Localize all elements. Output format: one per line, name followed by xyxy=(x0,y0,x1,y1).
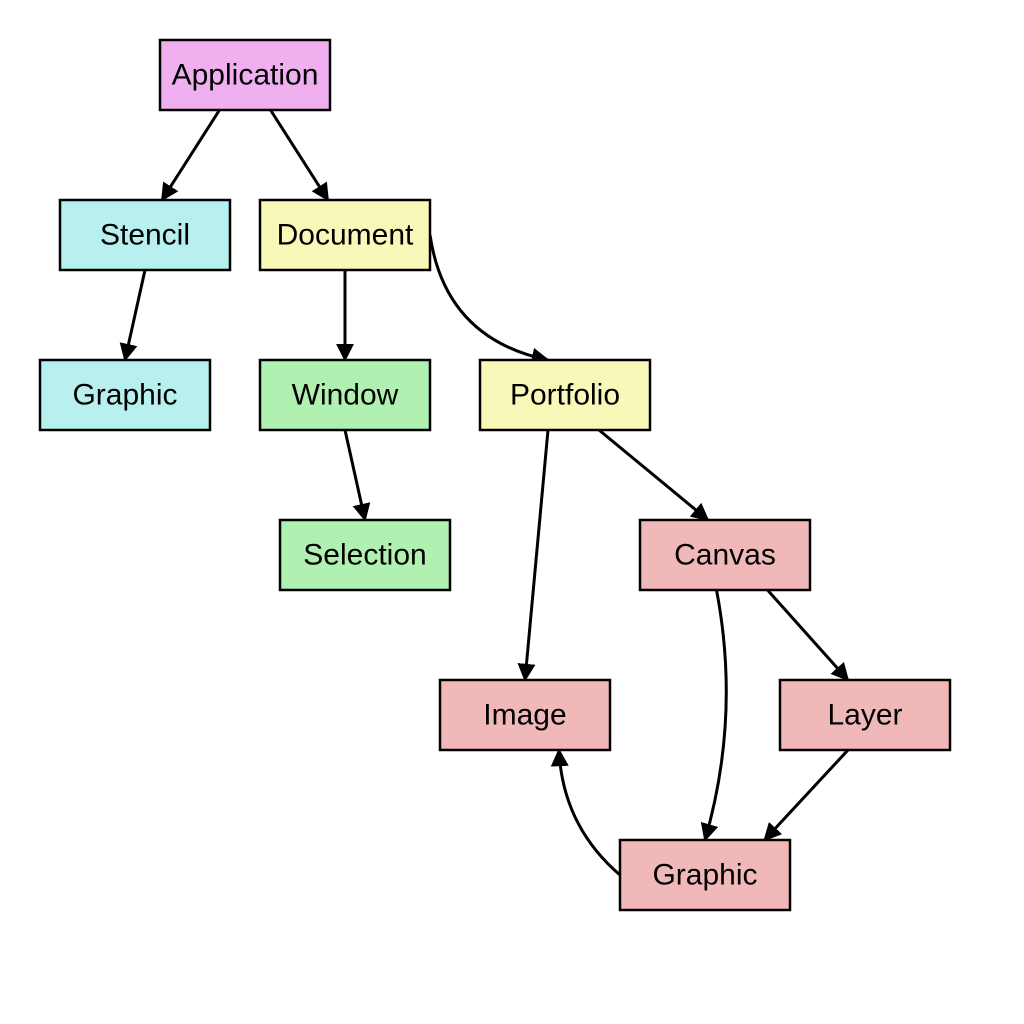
node-selection: Selection xyxy=(280,520,450,590)
node-label-canvas: Canvas xyxy=(674,539,776,572)
edge-application-to-document xyxy=(271,110,329,200)
node-label-selection: Selection xyxy=(303,539,426,572)
node-label-portfolio: Portfolio xyxy=(510,379,620,412)
edge-layer-to-graphic2 xyxy=(765,750,849,840)
edge-canvas-to-layer xyxy=(768,590,849,680)
node-label-graphic1: Graphic xyxy=(72,379,177,412)
node-stencil: Stencil xyxy=(60,200,230,270)
node-label-stencil: Stencil xyxy=(100,219,190,252)
node-label-graphic2: Graphic xyxy=(652,859,757,892)
edge-graphic2-to-image xyxy=(559,750,620,875)
node-portfolio: Portfolio xyxy=(480,360,650,430)
node-label-layer: Layer xyxy=(827,699,902,732)
node-image: Image xyxy=(440,680,610,750)
edge-portfolio-to-canvas xyxy=(599,430,708,520)
node-label-document: Document xyxy=(277,219,414,252)
node-document: Document xyxy=(260,200,430,270)
edge-stencil-to-graphic1 xyxy=(125,270,145,360)
edge-application-to-stencil xyxy=(162,110,220,200)
node-graphic2: Graphic xyxy=(620,840,790,910)
diagram-canvas: Application Stencil Document Graphic Window P… xyxy=(0,0,1024,1024)
node-canvas: Canvas xyxy=(640,520,810,590)
node-graphic1: Graphic xyxy=(40,360,210,430)
node-label-image: Image xyxy=(483,699,566,732)
edge-portfolio-to-image xyxy=(525,430,548,680)
node-application: Application xyxy=(160,40,330,110)
node-label-window: Window xyxy=(292,379,399,412)
edge-document-to-portfolio xyxy=(430,235,548,360)
edge-canvas-to-graphic2 xyxy=(705,590,726,840)
node-layer: Layer xyxy=(780,680,950,750)
edge-window-to-selection xyxy=(345,430,365,520)
node-window: Window xyxy=(260,360,430,430)
node-label-application: Application xyxy=(172,59,319,92)
